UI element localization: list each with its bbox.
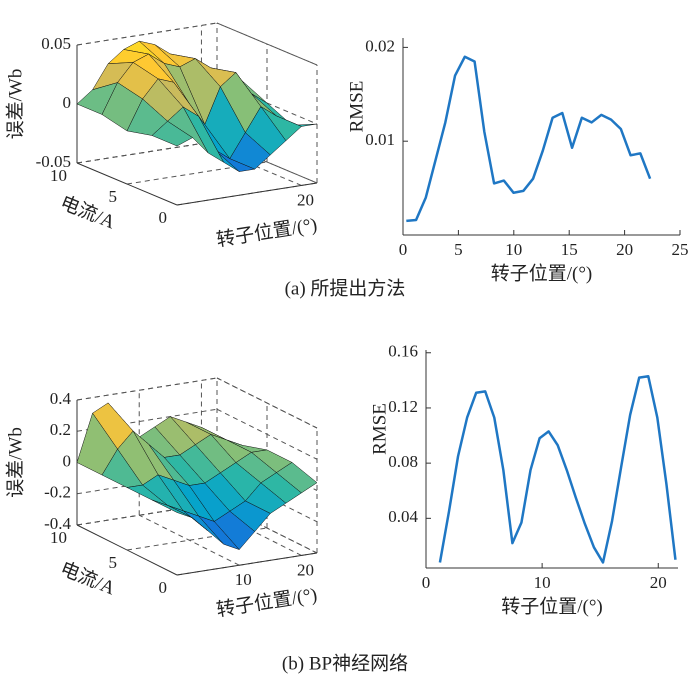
x-axis-label: 转子位置/(°) — [215, 584, 319, 622]
x-tick-label: 5 — [454, 240, 463, 259]
grid-line — [138, 514, 240, 566]
z-tick-label: -0.05 — [36, 152, 71, 171]
y-tick-label: 0.12 — [388, 397, 418, 416]
x-tick-label: 20 — [297, 190, 314, 209]
z-tick-label: 0 — [63, 93, 72, 112]
axis-line — [76, 524, 178, 576]
grid-line — [76, 408, 218, 432]
x-tick-label: 15 — [561, 240, 578, 259]
grid-line — [76, 377, 218, 401]
y-tick-label: 0 — [159, 208, 168, 227]
x-tick-label: 25 — [672, 240, 689, 259]
y-tick-label: 5 — [109, 553, 118, 572]
z-tick-label: -0.2 — [44, 483, 71, 502]
grid-line — [76, 140, 218, 164]
z-tick-label: 0.4 — [50, 389, 72, 408]
surface-patch — [151, 499, 193, 519]
axis-line — [76, 162, 178, 206]
x-tick-label: 20 — [616, 240, 633, 259]
grid-line — [216, 377, 318, 429]
y-tick-label: 0.02 — [365, 36, 395, 55]
data-line — [406, 55, 652, 223]
z-tick-label: 0.05 — [41, 34, 71, 53]
x-axis-label: 转子位置/(°) — [491, 262, 593, 284]
axis-line — [176, 182, 318, 206]
grid-line — [76, 22, 218, 46]
z-tick-label: 0.2 — [50, 420, 71, 439]
z-axis-label: 误差/Wb — [4, 69, 26, 140]
x-tick-label: 10 — [505, 240, 522, 259]
y-tick-label: 10 — [50, 528, 67, 547]
x-axis-label: 转子位置/(°) — [501, 595, 603, 617]
surface-patch — [151, 120, 194, 147]
y-tick-label: 0.08 — [388, 452, 418, 471]
x-tick-label: 10 — [534, 573, 551, 592]
y-axis-label: RMSE — [369, 403, 390, 455]
y-tick-label: 0.04 — [388, 507, 418, 526]
x-tick-label: 20 — [650, 573, 667, 592]
z-tick-label: -0.4 — [44, 514, 71, 533]
y-tick-label: 5 — [109, 187, 118, 206]
y-tick-label: 0 — [159, 578, 168, 597]
y-tick-label: 0.01 — [365, 130, 395, 149]
y-tick-label: 10 — [50, 166, 67, 185]
caption: (b) BP神经网络 — [282, 652, 408, 674]
x-tick-label: 0 — [399, 240, 408, 259]
axis-line — [176, 552, 318, 576]
x-tick-label: 10 — [235, 570, 252, 589]
z-axis-label: 误差/Wb — [4, 427, 26, 498]
x-axis-label: 转子位置/(°) — [215, 214, 319, 252]
x-tick-label: 20 — [297, 560, 314, 579]
data-line — [438, 374, 677, 564]
y-tick-label: 0.16 — [388, 342, 418, 361]
caption: (a) 所提出方法 — [285, 277, 406, 299]
z-tick-label: 0 — [63, 451, 72, 470]
x-tick-label: 0 — [422, 573, 431, 592]
y-axis-label: RMSE — [346, 81, 367, 133]
